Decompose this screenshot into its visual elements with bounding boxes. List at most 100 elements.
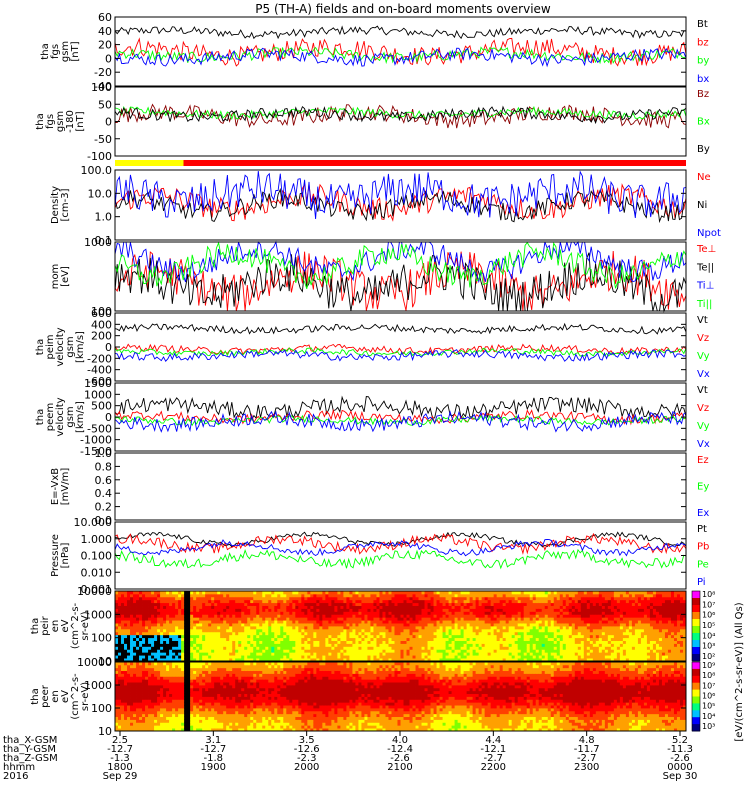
- y-tick-label: 10.0: [88, 187, 113, 200]
- y-tick-label: 0: [105, 341, 112, 354]
- x-tick-label: -2.7: [484, 753, 504, 764]
- y-tick-label: 0.0: [95, 514, 113, 527]
- legend-entry: Vt: [697, 315, 708, 326]
- y-axis-label: Pressure: [50, 534, 61, 577]
- y-tick-label: 0.010: [81, 566, 113, 579]
- y-tick-label: 10: [98, 725, 112, 738]
- x-tick-label: -12.7: [107, 744, 133, 755]
- legend-entry: Bz: [697, 89, 709, 100]
- panel-frame: [114, 16, 687, 87]
- x-tick-label: -2.3: [297, 753, 317, 764]
- legend-entry: Vx: [697, 369, 710, 380]
- legend-entry: Ti||: [696, 299, 712, 310]
- y-axis-label: [km/s]: [75, 401, 86, 433]
- y-axis-label: E=-VxB: [50, 468, 61, 505]
- colorbar-label: 10³: [702, 722, 715, 731]
- colorbar-label: 10⁵: [702, 621, 715, 630]
- legend-entry: Vy: [697, 351, 710, 362]
- y-axis-label: tha: [35, 409, 46, 425]
- y-axis-label: Density: [50, 186, 61, 224]
- series-line-pressure-1: [114, 532, 687, 555]
- y-axis-label: tha: [35, 339, 46, 355]
- legend-entry: Ey: [697, 482, 709, 493]
- x-axis-row-label: tha_Z-GSM: [3, 753, 58, 764]
- x-tick-label: -1.3: [110, 753, 130, 764]
- legend-entry: Te||: [696, 262, 714, 273]
- y-tick-label: 1000: [84, 388, 112, 401]
- y-axis-label: en: [50, 620, 61, 633]
- legend-entry: by: [697, 56, 709, 67]
- y-tick-label: 40: [98, 25, 112, 38]
- series-line-temp-3: [114, 241, 687, 289]
- x-tick-label: -12.1: [480, 744, 506, 755]
- legend-entry: Ti⊥: [696, 281, 714, 292]
- legend-entry: Bt: [697, 19, 708, 30]
- x-tick-label: Sep 29: [103, 771, 138, 782]
- y-axis-label: tha: [35, 113, 46, 129]
- y-tick-label: 0.001: [81, 583, 113, 596]
- x-tick-label: -12.7: [200, 744, 226, 755]
- colorbar-label: 10⁹: [702, 661, 715, 670]
- x-tick-label: 2000: [294, 762, 319, 773]
- panel-frame: [114, 452, 687, 521]
- x-tick-label: -2.6: [670, 753, 690, 764]
- colorbar-label: 10⁶: [702, 692, 715, 701]
- series-line-density-2: [114, 170, 687, 220]
- y-tick-label: -200: [87, 352, 112, 365]
- y-axis-label: tha: [40, 43, 51, 59]
- y-axis-label: -180: [65, 110, 76, 133]
- x-tick-label: 4.0: [392, 735, 408, 746]
- panel-frame: [114, 241, 687, 312]
- x-tick-label: -1.8: [204, 753, 224, 764]
- y-tick-label: 200: [91, 330, 112, 343]
- panel-pressure: 10.000 1.000 0.100 0.010 0.001 Pressure [nPa] P…: [50, 516, 709, 596]
- x-tick-label: 5.2: [672, 735, 688, 746]
- y-axis-label: fgs: [45, 114, 56, 129]
- series-line-fgs-3: [114, 47, 687, 68]
- panel-frame: [114, 86, 687, 157]
- y-tick-label: 0: [105, 52, 112, 65]
- y-tick-label: 1.0: [95, 211, 113, 224]
- panel-efield: 1.00.80.60.40.20.0 E=-VxB [mV/m] Ez Ey Ex: [50, 447, 709, 527]
- y-tick-label: -600: [87, 375, 112, 388]
- colorbar-label: 10²: [702, 652, 715, 661]
- y-tick-label: -1500: [80, 445, 112, 458]
- legend-entry: Pi: [697, 577, 706, 588]
- series-line-vel_e-0: [114, 395, 687, 421]
- series-line-fgs-0: [114, 25, 686, 40]
- y-axis-label: [km/s]: [75, 331, 86, 363]
- figure-title: P5 (TH-A) fields and on-board moments ov…: [255, 2, 551, 16]
- x-tick-label: 2200: [481, 762, 506, 773]
- panel-frame: [114, 169, 687, 241]
- colorbar-label: 10⁷: [702, 600, 715, 609]
- y-axis-label: gsm: [60, 41, 71, 62]
- x-tick-label: 1800: [107, 762, 132, 773]
- y-axis-label: sr-eV): [80, 682, 91, 711]
- legend-entry: Bx: [697, 117, 710, 128]
- colorbar-label: 10⁶: [702, 611, 715, 620]
- panel-frame: [114, 312, 687, 382]
- x-tick-label: -12.4: [387, 744, 413, 755]
- y-axis-label: sr-eV): [80, 611, 91, 640]
- panel-frame: [114, 590, 687, 662]
- y-tick-label: 600: [91, 307, 112, 320]
- y-tick-label: 100: [91, 305, 112, 318]
- legend-entry: Vz: [697, 333, 709, 344]
- y-axis-label: [nPa]: [60, 542, 71, 568]
- y-axis-label: eV: [60, 619, 71, 632]
- y-axis-label: tha: [30, 688, 41, 704]
- series-line-vel_i-1: [114, 343, 687, 355]
- x-tick-label: -11.3: [667, 744, 693, 755]
- y-tick-label: -1000: [80, 434, 112, 447]
- y-tick-label: 0.100: [81, 550, 113, 563]
- colorbar-label: 10⁸: [702, 671, 715, 680]
- series-line-density-0: [114, 182, 687, 222]
- legend-entry: bx: [697, 74, 709, 85]
- x-axis-annotation: tha_X-GSMtha_Y-GSMtha_Z-GSMhhmm20162.5-1…: [3, 731, 697, 782]
- y-axis-label: [eV]: [60, 266, 71, 287]
- mode-bar-segment: [183, 160, 686, 166]
- series-line-fgs-2: [114, 46, 687, 65]
